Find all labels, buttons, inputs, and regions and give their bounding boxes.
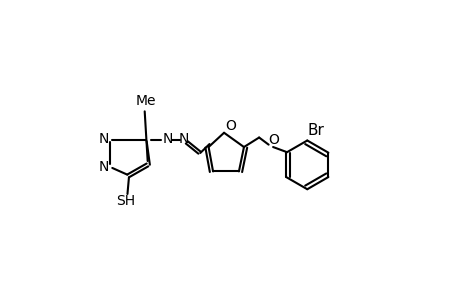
Text: N: N bbox=[99, 160, 109, 174]
Text: N: N bbox=[162, 132, 173, 146]
Text: N: N bbox=[179, 132, 189, 146]
Text: N: N bbox=[99, 132, 109, 146]
Text: O: O bbox=[224, 119, 235, 133]
Text: O: O bbox=[268, 134, 279, 148]
Text: SH: SH bbox=[116, 194, 134, 208]
Text: Br: Br bbox=[307, 124, 324, 139]
Text: Me: Me bbox=[136, 94, 156, 108]
